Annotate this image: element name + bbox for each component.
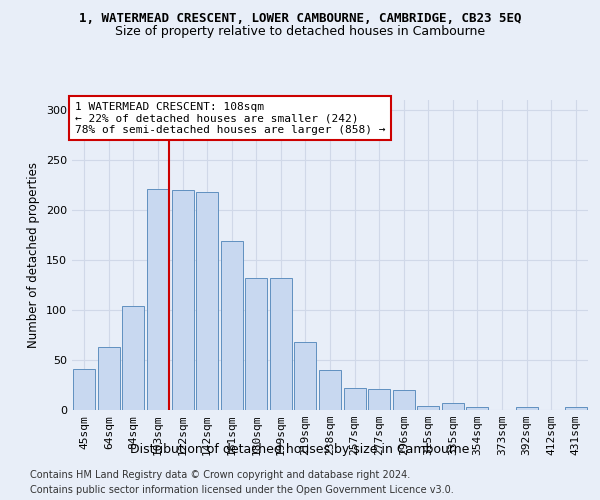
Bar <box>172 190 194 410</box>
Bar <box>466 407 488 410</box>
Bar <box>515 407 538 410</box>
Bar <box>319 370 341 410</box>
Bar <box>98 347 120 410</box>
Bar <box>417 406 439 410</box>
Bar <box>368 389 390 410</box>
Text: 1, WATERMEAD CRESCENT, LOWER CAMBOURNE, CAMBRIDGE, CB23 5EQ: 1, WATERMEAD CRESCENT, LOWER CAMBOURNE, … <box>79 12 521 26</box>
Text: 1 WATERMEAD CRESCENT: 108sqm
← 22% of detached houses are smaller (242)
78% of s: 1 WATERMEAD CRESCENT: 108sqm ← 22% of de… <box>74 102 385 134</box>
Y-axis label: Number of detached properties: Number of detached properties <box>28 162 40 348</box>
Bar <box>221 241 243 410</box>
Bar <box>196 192 218 410</box>
Bar <box>344 388 365 410</box>
Text: Size of property relative to detached houses in Cambourne: Size of property relative to detached ho… <box>115 25 485 38</box>
Bar <box>442 403 464 410</box>
Bar <box>270 278 292 410</box>
Bar <box>245 278 268 410</box>
Text: Contains public sector information licensed under the Open Government Licence v3: Contains public sector information licen… <box>30 485 454 495</box>
Bar <box>565 407 587 410</box>
Bar <box>122 306 145 410</box>
Bar <box>147 189 169 410</box>
Text: Distribution of detached houses by size in Cambourne: Distribution of detached houses by size … <box>130 442 470 456</box>
Text: Contains HM Land Registry data © Crown copyright and database right 2024.: Contains HM Land Registry data © Crown c… <box>30 470 410 480</box>
Bar <box>295 342 316 410</box>
Bar <box>73 369 95 410</box>
Bar <box>392 390 415 410</box>
